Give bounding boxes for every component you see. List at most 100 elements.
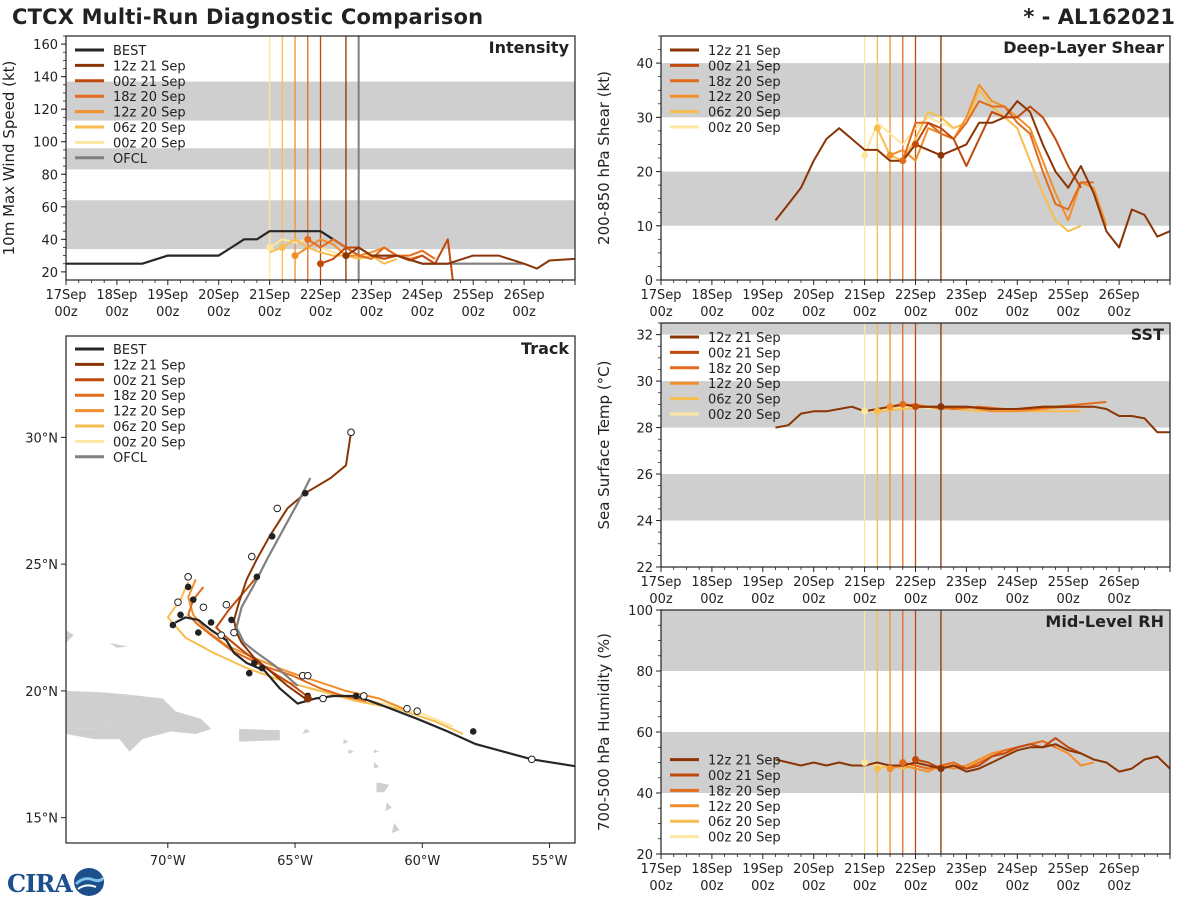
x-tick-label: 00z bbox=[955, 592, 979, 607]
run-line bbox=[889, 740, 1094, 773]
x-tick-label: 00z bbox=[1057, 305, 1081, 320]
y-axis-label: 700-500 hPa Humidity (%) bbox=[595, 633, 613, 831]
x-tick-label: 00z bbox=[802, 592, 826, 607]
init-marker bbox=[886, 403, 894, 411]
init-marker bbox=[873, 765, 881, 773]
figure-title: CTCX Multi-Run Diagnostic Comparison bbox=[12, 5, 484, 29]
y-tick-label: 30 bbox=[636, 375, 653, 390]
run-line bbox=[320, 238, 454, 280]
x-tick-label: 26Sep bbox=[1099, 288, 1140, 303]
run-line bbox=[889, 83, 1108, 227]
x-tick-label: 00z bbox=[105, 305, 129, 320]
track-marker-filled bbox=[195, 629, 202, 636]
x-tick-label: 00z bbox=[751, 305, 775, 320]
init-marker bbox=[861, 407, 869, 415]
track-marker-open bbox=[222, 600, 231, 609]
track-marker-filled bbox=[268, 532, 276, 540]
panel-title: Intensity bbox=[489, 38, 570, 57]
x-tick-label: 20Sep bbox=[793, 575, 834, 590]
x-tick-label: 00z bbox=[802, 305, 826, 320]
x-tick-label: 22Sep bbox=[895, 862, 936, 877]
run-line bbox=[774, 100, 1170, 249]
x-tick-label: 00z bbox=[54, 305, 78, 320]
y-tick-label: 40 bbox=[636, 787, 653, 802]
x-tick-label: 00z bbox=[649, 305, 673, 320]
panel-track: 70°W 65°W 60°W 55°W 15°N 20°N 25°N 30°N Track BES… bbox=[25, 335, 576, 869]
init-marker bbox=[912, 140, 919, 148]
x-tick-label: 00z bbox=[1057, 592, 1081, 607]
x-tick-label: 26Sep bbox=[1099, 575, 1140, 590]
y-axis-label: Sea Surface Temp (°C) bbox=[595, 360, 613, 529]
x-tick-label: 00z bbox=[309, 305, 333, 320]
init-marker bbox=[886, 765, 894, 773]
init-marker bbox=[342, 252, 350, 260]
x-tick-label: 00z bbox=[1107, 879, 1131, 894]
run-line bbox=[876, 89, 1082, 233]
x-tick-label: 22Sep bbox=[300, 288, 341, 303]
legend-label: 06z 20 Sep bbox=[708, 815, 781, 830]
cira-logo-icon bbox=[74, 868, 105, 896]
x-tick-label: 00z bbox=[411, 305, 435, 320]
track-run-line bbox=[215, 576, 311, 700]
legend-label: 00z 21 Sep bbox=[708, 346, 781, 361]
panel-title: SST bbox=[1131, 325, 1164, 344]
x-tick-label: 70°W bbox=[150, 854, 186, 869]
track-ofcl-line bbox=[235, 477, 312, 687]
x-tick-label: 00z bbox=[512, 305, 536, 320]
landmass bbox=[302, 728, 311, 734]
x-tick-label: 24Sep bbox=[402, 288, 443, 303]
y-tick-label: 0 bbox=[645, 274, 653, 289]
y-axis-label: 200-850 hPa Shear (kt) bbox=[595, 71, 613, 245]
x-tick-label: 00z bbox=[207, 305, 231, 320]
init-marker bbox=[266, 243, 274, 251]
legend-label: 18z 20 Sep bbox=[708, 362, 781, 377]
y-tick-label: 160 bbox=[33, 38, 58, 53]
x-tick-label: 00z bbox=[853, 592, 877, 607]
y-tick-label: 40 bbox=[636, 57, 653, 72]
x-tick-label: 26Sep bbox=[1099, 862, 1140, 877]
y-tick-label: 15°N bbox=[25, 812, 58, 827]
legend-label: 06z 20 Sep bbox=[708, 393, 781, 408]
x-tick-label: 00z bbox=[1006, 879, 1030, 894]
init-marker bbox=[291, 252, 299, 260]
x-tick-label: 25Sep bbox=[1048, 862, 1089, 877]
x-tick-label: 24Sep bbox=[997, 575, 1038, 590]
x-tick-label: 00z bbox=[1006, 592, 1030, 607]
track-marker-filled bbox=[228, 616, 235, 624]
legend-label: 12z 20 Sep bbox=[708, 90, 781, 105]
legend-label: 06z 20 Sep bbox=[113, 121, 186, 136]
x-tick-label: 00z bbox=[649, 879, 673, 894]
landmass bbox=[385, 802, 392, 812]
init-marker bbox=[937, 403, 945, 411]
x-tick-label: 00z bbox=[904, 879, 928, 894]
init-marker bbox=[899, 400, 907, 408]
track-marker-open bbox=[273, 504, 282, 513]
x-tick-label: 25Sep bbox=[453, 288, 494, 303]
legend-label: 12z 20 Sep bbox=[708, 377, 781, 392]
legend-label: 12z 21 Sep bbox=[113, 59, 186, 74]
run-line bbox=[914, 105, 1082, 189]
track-marker-open bbox=[217, 631, 226, 639]
y-tick-label: 28 bbox=[636, 422, 653, 437]
run-line bbox=[345, 246, 575, 270]
legend-label: 00z 21 Sep bbox=[113, 75, 186, 90]
y-tick-label: 32 bbox=[636, 329, 653, 344]
y-tick-label: 60 bbox=[41, 201, 58, 216]
legend-label: OFCL bbox=[113, 152, 148, 167]
x-tick-label: 22Sep bbox=[895, 288, 936, 303]
x-tick-label: 19Sep bbox=[742, 862, 783, 877]
y-tick-label: 26 bbox=[636, 468, 653, 483]
run-line bbox=[863, 116, 955, 156]
init-marker bbox=[899, 157, 907, 165]
track-marker-filled bbox=[169, 621, 177, 629]
legend-label: 18z 20 Sep bbox=[708, 75, 781, 90]
x-tick-label: 00z bbox=[1107, 592, 1131, 607]
run-line bbox=[775, 743, 1170, 773]
x-tick-label: 23Sep bbox=[946, 288, 987, 303]
init-marker bbox=[304, 235, 312, 243]
landmass bbox=[66, 692, 212, 752]
plot-area-sst bbox=[661, 323, 1170, 567]
init-marker bbox=[912, 403, 919, 411]
x-tick-label: 65°W bbox=[277, 854, 313, 869]
x-tick-label: 60°W bbox=[404, 854, 440, 869]
